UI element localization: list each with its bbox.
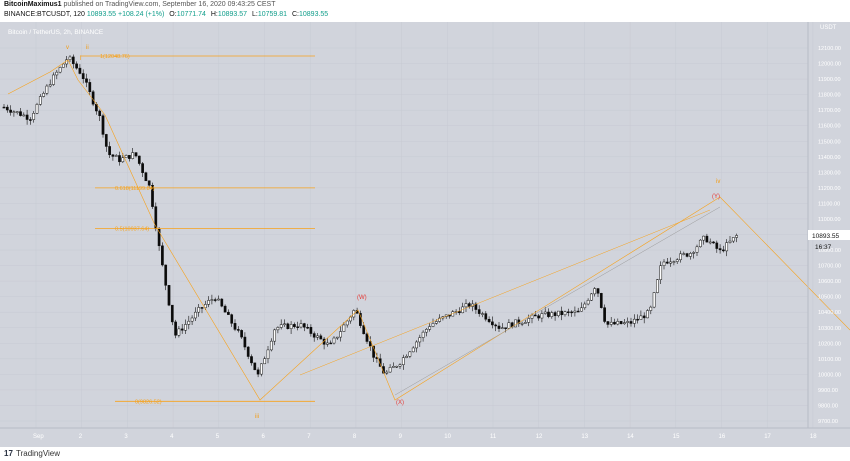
wave-label: v [66,45,69,51]
price-tick: 10200.00 [818,341,841,347]
countdown-timer: 16:37 [815,244,832,251]
candles [2,54,738,378]
time-tick: 6 [262,434,266,440]
price-tick: 11100.00 [818,201,840,207]
price-tick: 12000.00 [818,62,841,68]
tradingview-logo-icon: 17 [4,449,13,458]
time-tick: 13 [581,434,588,440]
time-tick: 16 [719,434,726,440]
price-tick: 11400.00 [818,155,841,161]
price-tick: 11900.00 [818,77,841,83]
fib-level-label: 0(9826.52) [135,399,162,405]
price-tick: 10700.00 [818,264,841,270]
price-tick: 11800.00 [818,93,841,99]
drawings [7,59,850,401]
chart-header: BitcoinMaximus1 published on TradingView… [0,0,850,22]
low-value: 10759.81 [257,11,288,18]
price-tick: 11000.00 [818,217,841,223]
open-label: O: [169,11,177,18]
price-tick: 11700.00 [818,108,841,114]
wave-label: (Y) [712,194,720,200]
current-price-tag: 10893.55 16:37 [808,230,850,251]
time-tick: 9 [399,434,403,440]
time-tick: Sep [33,434,44,440]
price-tick: 9800.00 [818,403,838,409]
price-tick: 10600.00 [818,279,841,285]
published-text: published on TradingView.com, September … [63,1,276,8]
price-tick: 10400.00 [818,310,841,316]
price-tick: 9900.00 [818,388,838,394]
time-tick: 3 [124,434,128,440]
time-tick: 14 [627,434,634,440]
wave-label: iv [716,179,720,185]
open-value: 10771.74 [176,11,206,18]
currency-label: USDT [820,25,837,31]
channel-upper-line[interactable] [299,209,711,376]
wave-label: ii [86,45,89,51]
ohlc-line: BINANCE:BTCUSDT, 120 10893.55 +108.24 (+… [4,11,328,18]
chart-canvas[interactable]: 1(12048.76) 0.618(11199.84) 0.5(10937.64) 0… [0,22,850,448]
author-name[interactable]: BitcoinMaximus1 [4,1,62,8]
time-tick: 10 [444,434,451,440]
symbol-label[interactable]: BINANCE:BTCUSDT, 120 [4,11,85,18]
footer-brand[interactable]: TradingView [16,449,61,458]
change-value: +108.24 (+1%) [118,11,165,18]
time-tick: 2 [79,434,83,440]
time-tick: 7 [307,434,311,440]
time-tick: 4 [170,434,174,440]
current-price-value: 10893.55 [812,233,839,240]
chart-background [0,22,850,448]
fib-level-label: 1(12048.76) [100,54,130,60]
fib-level-label: 0.5(10937.64) [115,227,149,233]
time-tick: 8 [353,434,357,440]
fib-retracement[interactable]: 1(12048.76) 0.618(11199.84) 0.5(10937.64) 0… [80,54,315,405]
price-chart[interactable]: 1(12048.76) 0.618(11199.84) 0.5(10937.64) 0… [0,22,850,448]
fib-level-label: 0.618(11199.84) [115,186,155,192]
price-tick: 10800.00 [818,248,841,254]
wave-label: (X) [396,400,404,406]
publish-line: BitcoinMaximus1 published on TradingView… [4,1,275,8]
price-tick: 11300.00 [818,170,841,176]
wave-label: i [80,56,81,62]
wave-label: (W) [357,295,367,301]
footer: 17 TradingView [0,447,850,461]
close-label: C: [292,11,299,18]
low-label: L: [252,11,258,18]
price-tick: 10100.00 [818,357,841,363]
time-tick: 18 [810,434,817,440]
time-scale[interactable]: Sep 2 3 4 5 6 7 8 9 10 11 12 13 14 15 16 17 18 [33,434,817,440]
symbol-legend[interactable]: Bitcoin / TetherUS, 2h, BINANCE [8,29,104,36]
time-tick: 15 [673,434,680,440]
channel-lower-line[interactable] [394,206,721,396]
high-value: 10893.57 [217,11,248,18]
price-tick: 11600.00 [818,124,841,130]
time-tick: 5 [216,434,220,440]
high-label: H: [210,11,218,18]
price-tick: 10300.00 [818,326,841,332]
price-value: 10893.55 [86,11,117,18]
time-tick: 17 [764,434,771,440]
close-value: 10893.55 [299,11,329,18]
price-tick: 11200.00 [818,186,841,192]
wave-label: iii [255,414,259,420]
price-tick: 10000.00 [818,372,841,378]
time-tick: 12 [536,434,543,440]
price-tick: 11500.00 [818,139,841,145]
price-tick: 9700.00 [818,419,838,425]
price-tick: 12100.00 [818,46,841,52]
time-tick: 11 [490,434,497,440]
price-tick: 10500.00 [818,295,841,301]
